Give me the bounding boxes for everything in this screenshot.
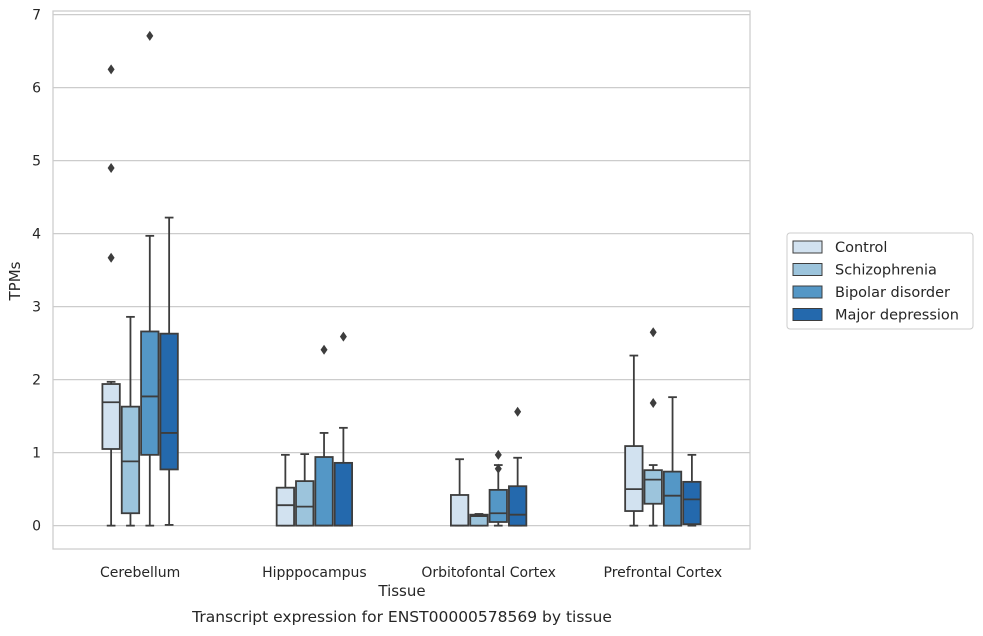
y-tick-label: 3 [32, 300, 41, 316]
box-iqr [450, 494, 470, 527]
box-iqr [140, 330, 160, 456]
box-bipolar-disorder [314, 344, 334, 527]
outlier-point [649, 327, 657, 338]
box-schizophrenia [643, 327, 663, 527]
y-tick-label: 5 [32, 154, 41, 170]
outlier-point [107, 162, 115, 173]
box-bipolar-disorder [488, 449, 508, 527]
y-tick-label: 2 [32, 373, 41, 389]
box-major-depression [682, 453, 702, 527]
box-iqr [333, 461, 353, 527]
box-schizophrenia [120, 315, 141, 527]
outlier-point [107, 64, 115, 75]
plot-frame [52, 10, 751, 550]
outlier-point [146, 30, 154, 41]
outlier-point [649, 398, 657, 409]
box-iqr [159, 332, 179, 471]
boxes-layer [101, 30, 702, 527]
legend-swatch [792, 285, 823, 299]
legend-swatch [792, 308, 823, 321]
legend-swatch [792, 263, 823, 276]
box-schizophrenia [295, 453, 315, 527]
box-iqr [643, 469, 663, 505]
box-major-depression [333, 331, 353, 527]
legend-label: Bipolar disorder [835, 285, 950, 301]
y-tick-label: 1 [32, 446, 41, 462]
box-bipolar-disorder [140, 30, 160, 527]
box-iqr [488, 488, 508, 523]
y-axis-label: TPMs [6, 261, 24, 301]
outlier-point [107, 252, 115, 263]
box-iqr [275, 486, 295, 527]
x-axis-label: Tissue [377, 582, 425, 600]
box-iqr [101, 383, 121, 450]
outlier-point [494, 463, 502, 474]
box-bipolar-disorder [662, 396, 683, 527]
outlier-point [514, 406, 522, 417]
box-control [101, 64, 121, 527]
legend-label: Control [835, 240, 887, 256]
box-control [450, 458, 470, 527]
x-tick-label: Hipppocampus [262, 565, 367, 581]
y-tick-labels: 0 1 2 3 4 5 6 7 [32, 8, 41, 535]
x-tick-label: Orbitofontal Cortex [421, 565, 556, 581]
box-iqr [508, 485, 528, 527]
legend-label: Schizophrenia [835, 263, 937, 279]
y-tick-label: 4 [32, 227, 41, 243]
box-schizophrenia [469, 513, 489, 527]
x-tick-labels: Cerebellum Hipppocampus Orbitofontal Corte… [100, 565, 722, 581]
outlier-point [339, 331, 347, 342]
legend-items: Control Schizophrenia Bipolar disorder Majo… [792, 240, 959, 324]
box-major-depression [508, 406, 528, 527]
y-tick-label: 6 [32, 81, 41, 97]
chart-caption: Transcript expression for ENST0000057856… [191, 608, 612, 626]
box-iqr [295, 480, 315, 527]
box-iqr [624, 445, 644, 512]
box-control [275, 453, 295, 527]
y-tick-label: 7 [32, 8, 41, 24]
x-tick-label: Cerebellum [100, 565, 180, 581]
box-iqr [314, 456, 334, 527]
box-iqr [682, 480, 702, 526]
outlier-point [320, 344, 328, 355]
box-iqr [120, 405, 141, 515]
legend-swatch [792, 240, 823, 254]
legend-label: Major depression [835, 308, 959, 324]
x-tick-label: Prefrontal Cortex [604, 565, 723, 581]
outlier-point [494, 449, 502, 460]
box-iqr [662, 470, 683, 527]
y-tick-label: 0 [32, 519, 41, 535]
legend-frame [786, 232, 974, 330]
box-control [624, 354, 644, 527]
legend: Control Schizophrenia Bipolar disorder Majo… [786, 232, 974, 330]
box-major-depression [159, 216, 179, 526]
box-iqr [469, 513, 489, 527]
